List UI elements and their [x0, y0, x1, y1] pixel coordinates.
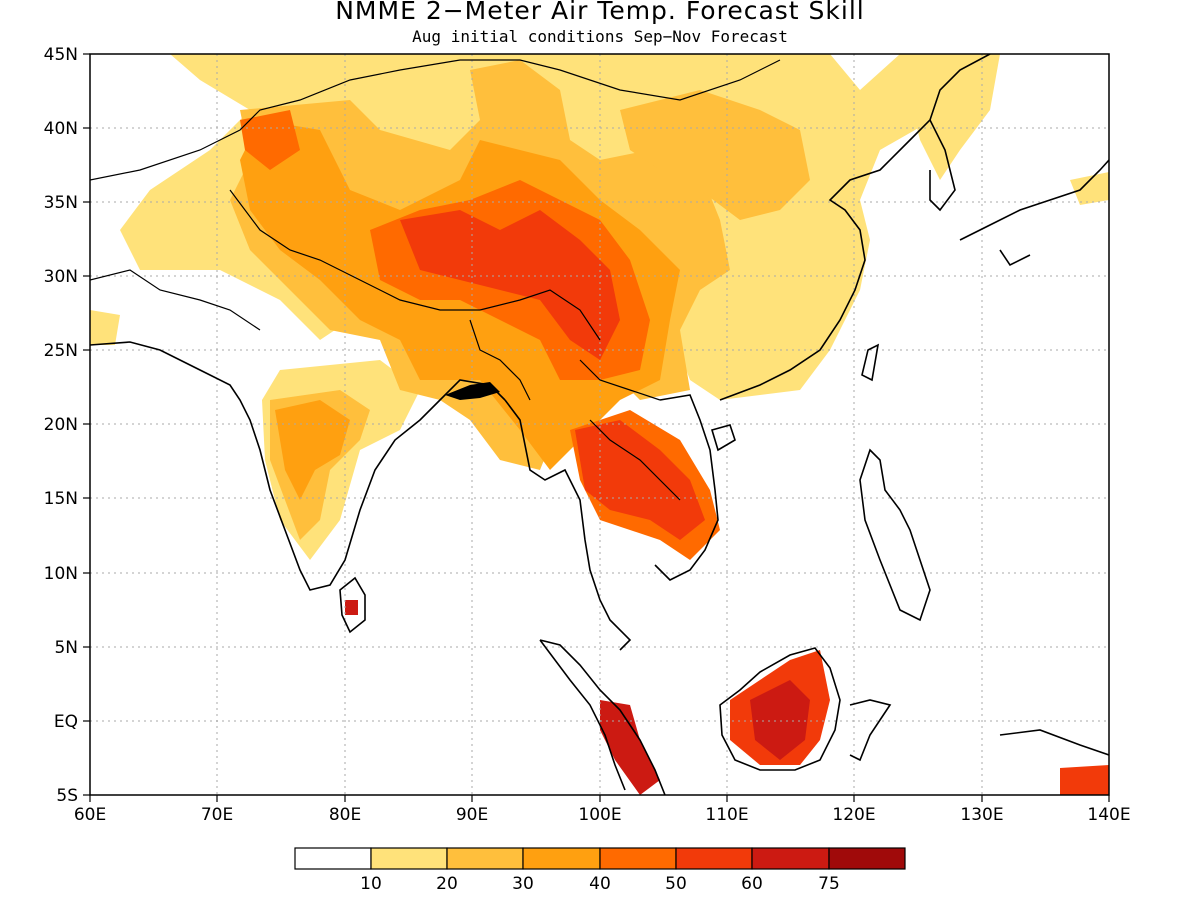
lat-label: EQ: [54, 712, 78, 732]
lon-label: 70E: [201, 805, 233, 825]
map-title: NMME 2−Meter Air Temp. Forecast Skill: [335, 0, 865, 25]
lon-tick-labels: 60E 70E 80E 90E 100E 110E 120E 130E 140E: [74, 805, 1131, 825]
colorbar-swatch: [751, 847, 830, 870]
skill-area-india-30: [275, 400, 350, 500]
lat-label: 30N: [44, 267, 78, 287]
colorbar-swatch: [675, 847, 753, 870]
lat-label: 35N: [44, 193, 78, 213]
colorbar-swatch: [370, 847, 448, 870]
bay-of-bengal-delta: [445, 382, 500, 400]
colorbar-label: 60: [741, 874, 763, 894]
skill-area-ne-asia: [910, 54, 1000, 180]
tick-marks: [83, 53, 1110, 802]
grid-lines: [90, 54, 1109, 795]
lat-label: 5N: [54, 638, 78, 658]
colorbar-label: 30: [512, 874, 534, 894]
lon-label: 140E: [1087, 805, 1130, 825]
lon-label: 90E: [456, 805, 488, 825]
colorbar-swatch: [522, 847, 601, 870]
skill-area-kashmir-40: [240, 110, 300, 170]
colorbar-label: 20: [436, 874, 458, 894]
colorbar: 10 20 30 40 50 60 75: [294, 847, 906, 894]
lat-label: 40N: [44, 119, 78, 139]
sri-lanka-outline: [339, 576, 366, 634]
colorbar-swatch: [446, 847, 524, 870]
skill-area-tibet-50: [400, 210, 620, 360]
skill-area-png-60: [1060, 765, 1109, 795]
colorbar-label: 40: [589, 874, 611, 894]
lat-label: 25N: [44, 341, 78, 361]
lat-label: 5S: [56, 786, 78, 806]
lat-label: 10N: [44, 564, 78, 584]
lon-label: 60E: [74, 805, 106, 825]
colorbar-swatch: [599, 847, 677, 870]
colorbar-label: 10: [360, 874, 382, 894]
lon-label: 110E: [705, 805, 748, 825]
colorbar-swatch: [294, 847, 372, 870]
lat-tick-labels: 45N 40N 35N 30N 25N 20N 15N 10N 5N EQ 5S: [44, 45, 78, 806]
skill-area-indochina-50: [575, 420, 705, 540]
coastlines: [90, 54, 1109, 795]
lon-label: 100E: [578, 805, 621, 825]
skill-area-borneo-60: [750, 680, 810, 760]
lat-label: 15N: [44, 489, 78, 509]
lat-label: 45N: [44, 45, 78, 65]
skill-area-sumatra-60: [600, 700, 660, 795]
skill-area-sri-lanka: [90, 310, 120, 345]
colorbar-label: 50: [665, 874, 687, 894]
map-subtitle: Aug initial conditions Sep−Nov Forecast: [412, 27, 788, 46]
lon-label: 80E: [329, 805, 361, 825]
skill-area-north-china-orange: [620, 90, 810, 220]
lon-label: 130E: [960, 805, 1003, 825]
lat-label: 20N: [44, 415, 78, 435]
colorbar-swatch: [828, 847, 906, 870]
lon-label: 120E: [832, 805, 875, 825]
skill-area-sri-lanka-60: [345, 600, 358, 615]
colorbar-label: 75: [818, 874, 840, 894]
skill-area-japan: [1070, 172, 1109, 205]
skill-field: [90, 54, 1109, 795]
